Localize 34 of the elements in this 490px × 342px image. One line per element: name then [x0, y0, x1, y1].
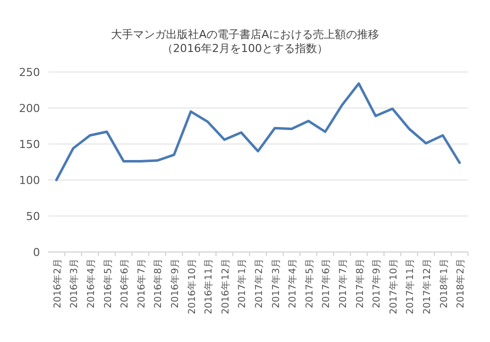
line-series — [55, 82, 461, 182]
y-tick-label: 200 — [19, 102, 40, 115]
x-tick-label: 2016年8月 — [152, 258, 164, 308]
x-tick-label: 2016年10月 — [186, 258, 198, 314]
x-tick-label: 2017年8月 — [354, 258, 366, 308]
x-tick-label: 2017年3月 — [270, 258, 282, 308]
x-tick-label: 2017年10月 — [387, 258, 400, 314]
x-tick-label: 2017年1月 — [236, 258, 248, 308]
x-tick-label: 2016年11月 — [202, 258, 215, 314]
x-tick-label: 2016年6月 — [118, 258, 131, 308]
x-tick-label: 2017年9月 — [370, 258, 383, 308]
x-tick-label: 2017年4月 — [286, 258, 299, 308]
x-tick-label: 2016年7月 — [135, 258, 148, 308]
x-tick-label: 2017年12月 — [421, 258, 433, 314]
chart-title: 大手マンガ出版社Aの電子書店Aにおける売上額の推移 — [110, 28, 380, 41]
x-tick-label: 2017年7月 — [337, 258, 349, 308]
y-tick-label: 0 — [33, 246, 40, 259]
x-tick-label: 2016年2月 — [51, 258, 64, 308]
y-tick-label: 150 — [19, 138, 40, 151]
x-tick-label: 2016年5月 — [102, 258, 114, 308]
x-tick-label: 2017年5月 — [303, 258, 316, 308]
x-tick-label: 2016年3月 — [68, 258, 80, 308]
y-tick-label: 100 — [19, 174, 40, 187]
y-tick-label: 50 — [26, 210, 40, 223]
x-tick-label: 2018年2月 — [454, 258, 467, 308]
x-tick-label: 2017年6月 — [320, 258, 332, 308]
y-tick-label: 250 — [19, 66, 40, 79]
x-tick-label: 2018年1月 — [438, 258, 450, 308]
x-tick-label: 2017年2月 — [253, 258, 265, 308]
x-tick-label: 2016年9月 — [169, 258, 181, 308]
x-tick-label: 2016年4月 — [85, 258, 97, 308]
chart-subtitle: （2016年2月を100とする指数） — [162, 42, 328, 55]
x-tick-label: 2016年12月 — [219, 258, 232, 314]
x-tick-label: 2017年11月 — [404, 258, 416, 314]
